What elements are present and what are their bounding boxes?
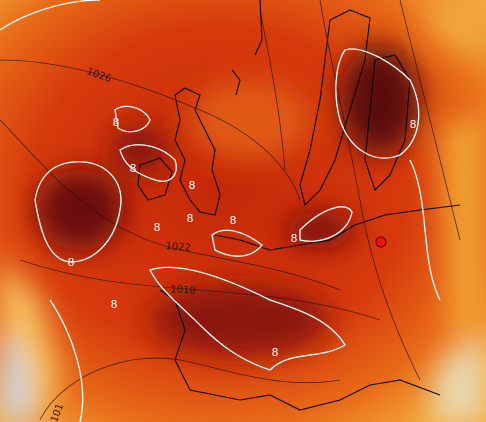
isotherm-label: 8	[130, 162, 137, 175]
isotherms	[0, 0, 441, 422]
isotherm-label: 8	[111, 298, 118, 311]
isobars	[0, 0, 461, 421]
isobar-label: 1018	[170, 284, 196, 296]
isotherm-label: 8	[291, 232, 298, 245]
isotherm-label: 8	[113, 116, 120, 129]
coastlines	[137, 0, 461, 411]
isotherm-label: 8	[410, 118, 417, 131]
isotherm-label: 8	[272, 346, 279, 359]
isotherm-label: 8	[189, 179, 196, 192]
isobar-label: 101	[49, 402, 66, 422]
isotherm-label: 8	[154, 221, 161, 234]
isotherm-label: 8	[187, 212, 194, 225]
isotherm-label: 8	[230, 214, 237, 227]
isobar-label: 1022	[165, 241, 191, 254]
location-marker	[375, 236, 387, 248]
isotherm-label: 8	[68, 256, 75, 269]
